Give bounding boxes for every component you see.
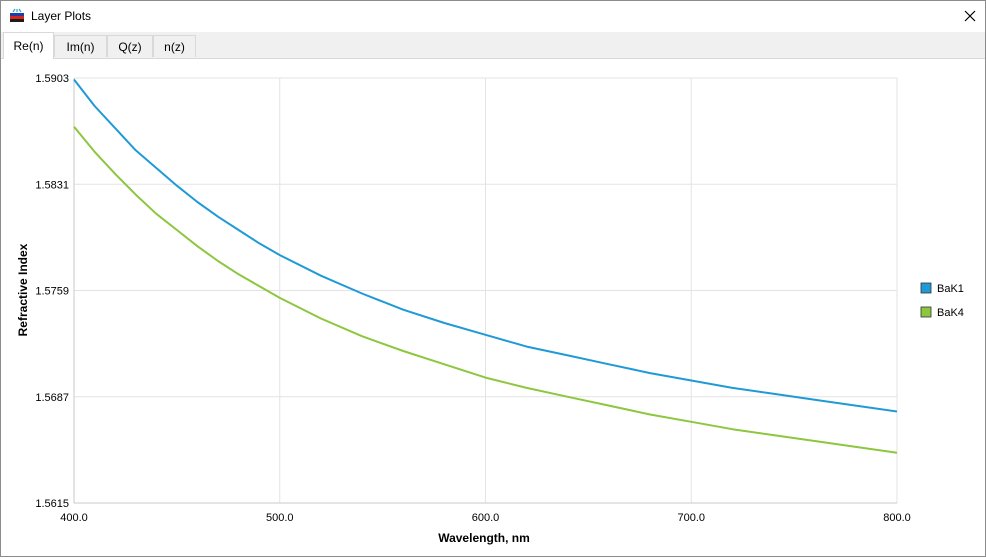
legend-label-bak4: BaK4	[937, 307, 964, 319]
tab-n-z[interactable]: n(z)	[153, 35, 196, 57]
tab-label: Re(n)	[13, 39, 44, 53]
window-title: Layer Plots	[31, 9, 92, 23]
grid	[73, 77, 898, 504]
layer-stack-icon	[10, 8, 24, 22]
legend-label-bak1: BaK1	[937, 283, 964, 295]
x-tick-label: 400.0	[60, 512, 88, 524]
series-lines	[73, 78, 898, 454]
close-icon	[964, 10, 976, 22]
x-tick-label: 700.0	[677, 512, 705, 524]
x-axis-label: Wavelength, nm	[438, 531, 530, 545]
legend-swatch-bak1	[920, 282, 932, 294]
refractive-index-chart: 400.0 500.0 600.0 700.0 800.0 1.5903 1.5831 1.5…	[16, 73, 964, 545]
tab-q-z[interactable]: Q(z)	[107, 35, 153, 57]
y-tick-label: 1.5903	[35, 73, 69, 85]
series-line-bak4	[73, 126, 898, 454]
legend: BaK1 BaK4	[920, 282, 964, 319]
tab-re-n[interactable]: Re(n)	[3, 32, 54, 59]
tab-label: Im(n)	[66, 39, 95, 54]
legend-swatch-bak4	[920, 306, 932, 318]
y-tick-label: 1.5687	[35, 392, 69, 404]
axes: 400.0 500.0 600.0 700.0 800.0 1.5903 1.5831 1.5…	[35, 73, 910, 524]
close-button[interactable]	[955, 1, 985, 31]
tab-strip: Re(n) Im(n) Q(z) n(z)	[1, 32, 985, 59]
x-tick-label: 800.0	[883, 512, 911, 524]
series-line-bak1	[73, 78, 898, 413]
tab-label: n(z)	[164, 39, 185, 54]
y-tick-label: 1.5615	[35, 498, 69, 510]
y-tick-label: 1.5831	[35, 179, 69, 191]
plot-area: 400.0 500.0 600.0 700.0 800.0 1.5903 1.5831 1.5…	[1, 59, 985, 556]
tab-im-n[interactable]: Im(n)	[54, 35, 107, 57]
title-bar: Layer Plots	[1, 1, 985, 31]
tab-label: Q(z)	[118, 39, 142, 54]
y-tick-label: 1.5759	[35, 286, 69, 298]
x-tick-label: 600.0	[472, 512, 500, 524]
y-axis-label: Refractive Index	[16, 243, 30, 336]
x-tick-label: 500.0	[266, 512, 294, 524]
